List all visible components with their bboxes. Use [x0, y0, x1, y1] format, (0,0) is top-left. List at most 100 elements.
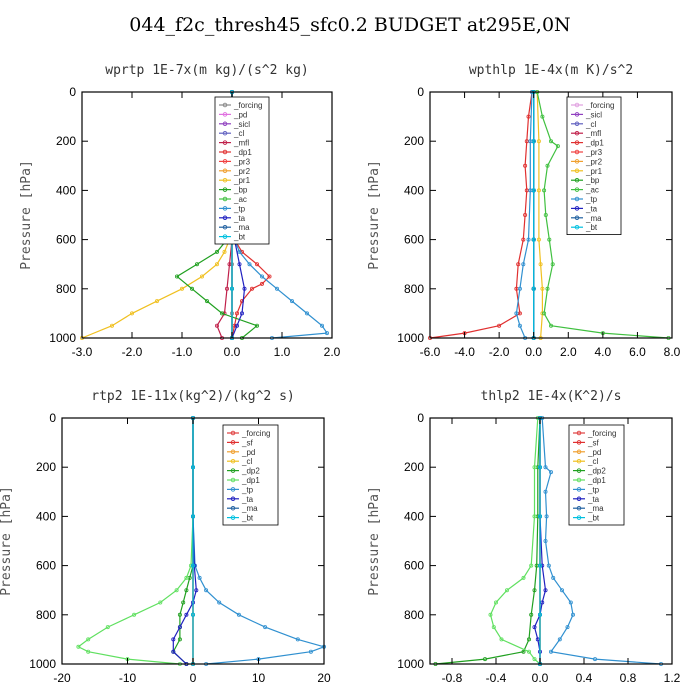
- legend-marker: [576, 458, 582, 464]
- x-tick-label: 8.0: [664, 345, 681, 359]
- legend-label: _mfl: [585, 129, 601, 138]
- legend-marker: [574, 112, 580, 117]
- data-point-tp: [274, 286, 279, 291]
- legend-label: _tp: [585, 195, 598, 204]
- data-point-ta: [177, 625, 182, 630]
- data-point-mfl: [214, 323, 219, 328]
- data-point-dp2: [521, 649, 526, 654]
- data-point-dp1: [521, 237, 526, 242]
- data-point-ac: [545, 286, 550, 291]
- data-point-bt: [531, 286, 536, 291]
- legend-label: _pd: [241, 448, 255, 457]
- x-tick-label: -0.8: [442, 671, 463, 685]
- data-point-ac: [543, 212, 548, 217]
- legend-label: _cl: [241, 457, 252, 466]
- data-point-dp1: [497, 323, 502, 328]
- legend-marker: [574, 159, 580, 164]
- legend-marker: [576, 430, 582, 436]
- legend-marker: [574, 206, 580, 211]
- legend-label: _sicl: [585, 110, 602, 119]
- data-point-ta: [540, 600, 545, 605]
- legend-label: _pr2: [233, 167, 251, 176]
- x-tick-label: 1.0: [274, 345, 291, 359]
- data-point-dp1: [86, 637, 91, 642]
- x-tick-label: 20: [317, 671, 331, 685]
- legend-label: _ac: [585, 186, 599, 195]
- chart-title: wprtp 1E-7x(m kg)/(s^2 kg): [105, 63, 309, 78]
- y-tick-label: 800: [404, 608, 424, 622]
- data-point-dp1: [532, 657, 537, 662]
- series-line-dp1: [489, 417, 541, 665]
- data-point-tp: [247, 262, 252, 267]
- legend-marker: [222, 149, 228, 155]
- legend-marker: [576, 468, 582, 473]
- page-title: 044_f2c_thresh45_sfc0.2 BUDGET at295E,0N: [129, 14, 571, 36]
- data-point-dp1: [234, 311, 239, 316]
- data-point-dp1: [532, 465, 537, 470]
- x-tick-label: -0.4: [486, 671, 507, 685]
- data-point-tp: [517, 323, 522, 328]
- data-point-ac: [542, 188, 547, 193]
- data-point-ac: [545, 163, 550, 168]
- legend-marker: [576, 487, 582, 492]
- legend-label: _ma: [587, 504, 604, 513]
- data-point-bp: [254, 323, 259, 328]
- legend-label: _ta: [233, 214, 246, 223]
- y-tick-label: 200: [404, 134, 424, 148]
- data-point-bt: [531, 237, 536, 242]
- data-point-bt: [190, 465, 195, 470]
- series-line-dp2: [172, 418, 194, 665]
- data-point-dp1: [76, 644, 81, 649]
- legend-marker: [222, 234, 228, 239]
- legend-label: _bt: [233, 233, 246, 242]
- plot-frame: [429, 91, 673, 339]
- x-tick-label: 2.0: [560, 345, 577, 359]
- data-point-ac: [550, 262, 555, 267]
- data-point-ac: [542, 311, 547, 316]
- legend-marker: [222, 121, 228, 127]
- chart-panel-1: wprtp 1E-7x(m kg)/(s^2 kg) Pressure [hPa]…: [19, 63, 341, 359]
- x-tick-label: 0.0: [525, 345, 542, 359]
- legend-label: _ma: [233, 223, 250, 232]
- series-line-dp2: [435, 417, 541, 665]
- data-point-dp2: [482, 657, 487, 662]
- legend-marker: [574, 177, 580, 183]
- data-point-dp1: [232, 323, 237, 328]
- data-point-tp: [560, 588, 565, 593]
- y-tick-label: 1000: [397, 331, 424, 345]
- y-tick-label: 800: [36, 608, 56, 622]
- data-point-dp2: [177, 637, 182, 642]
- legend-marker: [574, 140, 580, 145]
- legend-label: _pr3: [233, 157, 251, 166]
- legend-marker: [230, 515, 236, 520]
- data-point-tp: [551, 575, 556, 580]
- data-point-dp1: [259, 281, 264, 286]
- legend-label: _bp: [585, 176, 600, 185]
- data-point-tp: [259, 274, 264, 279]
- legend-label: _bt: [587, 514, 600, 523]
- legend-label: _forcing: [587, 429, 616, 438]
- data-point-ta: [234, 323, 239, 328]
- legend-marker: [574, 224, 580, 230]
- legend-marker: [574, 130, 580, 136]
- chart-title: rtp2 1E-11x(kg^2)/(kg^2 s): [91, 389, 295, 404]
- legend: _forcing_pd_sicl_cl_mfl_dp1_pr3_pr2_pr1_…: [214, 96, 270, 245]
- legend-label: _ac: [233, 195, 247, 204]
- data-point-ta: [239, 311, 244, 316]
- data-point-dp1: [86, 649, 91, 654]
- data-point-mfl: [227, 262, 232, 267]
- legend-label: _sicl: [233, 120, 250, 129]
- series-line-tp: [541, 417, 662, 665]
- data-point-pr1: [199, 274, 204, 279]
- data-point-pr1: [110, 323, 115, 328]
- data-point-tp: [517, 286, 522, 291]
- data-point-tp: [543, 489, 548, 494]
- data-point-tp: [197, 575, 202, 580]
- y-tick-label: 600: [404, 559, 424, 573]
- data-point-tp: [324, 331, 329, 336]
- x-tick-label: 2.0: [324, 345, 341, 359]
- data-point-dp1: [267, 274, 272, 279]
- legend-box: [566, 96, 622, 236]
- data-point-tp: [557, 637, 562, 642]
